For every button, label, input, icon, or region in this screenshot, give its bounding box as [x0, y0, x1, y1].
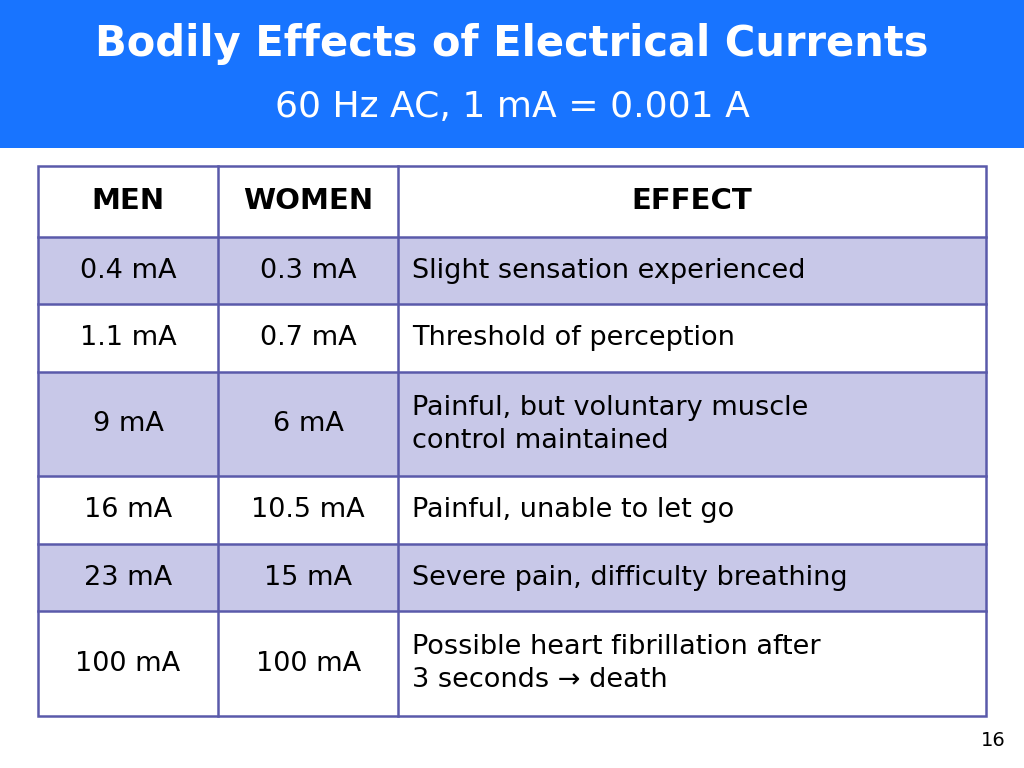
Text: Slight sensation experienced: Slight sensation experienced [413, 257, 806, 283]
Text: 0.3 mA: 0.3 mA [260, 257, 356, 283]
Text: Bodily Effects of Electrical Currents: Bodily Effects of Electrical Currents [95, 23, 929, 65]
Bar [38, 166, 986, 716]
Text: EFFECT: EFFECT [632, 187, 753, 216]
Text: Possible heart fibrillation after
3 seconds → death: Possible heart fibrillation after 3 seco… [413, 634, 821, 694]
Text: 10.5 mA: 10.5 mA [251, 497, 365, 523]
Text: 60 Hz AC, 1 mA = 0.001 A: 60 Hz AC, 1 mA = 0.001 A [274, 90, 750, 124]
Text: WOMEN: WOMEN [243, 187, 373, 216]
Text: Painful, but voluntary muscle
control maintained: Painful, but voluntary muscle control ma… [413, 395, 809, 454]
Bar [38, 611, 986, 716]
Bar [38, 166, 986, 237]
Text: 100 mA: 100 mA [76, 650, 180, 677]
Bar [38, 544, 986, 611]
Text: 0.7 mA: 0.7 mA [260, 325, 356, 351]
Text: 9 mA: 9 mA [92, 411, 164, 437]
Text: 6 mA: 6 mA [272, 411, 344, 437]
Text: 1.1 mA: 1.1 mA [80, 325, 176, 351]
Text: Threshold of perception: Threshold of perception [413, 325, 735, 351]
Text: 100 mA: 100 mA [256, 650, 360, 677]
Text: MEN: MEN [91, 187, 165, 216]
Text: 0.4 mA: 0.4 mA [80, 257, 176, 283]
Text: Severe pain, difficulty breathing: Severe pain, difficulty breathing [413, 564, 848, 591]
Text: Painful, unable to let go: Painful, unable to let go [413, 497, 734, 523]
Bar [38, 304, 986, 372]
Bar [0, 0, 1024, 148]
Text: 16 mA: 16 mA [84, 497, 172, 523]
Text: 23 mA: 23 mA [84, 564, 172, 591]
Bar [38, 237, 986, 304]
Text: 15 mA: 15 mA [264, 564, 352, 591]
Bar [38, 476, 986, 544]
Text: 16: 16 [981, 731, 1006, 750]
Bar [38, 372, 986, 476]
